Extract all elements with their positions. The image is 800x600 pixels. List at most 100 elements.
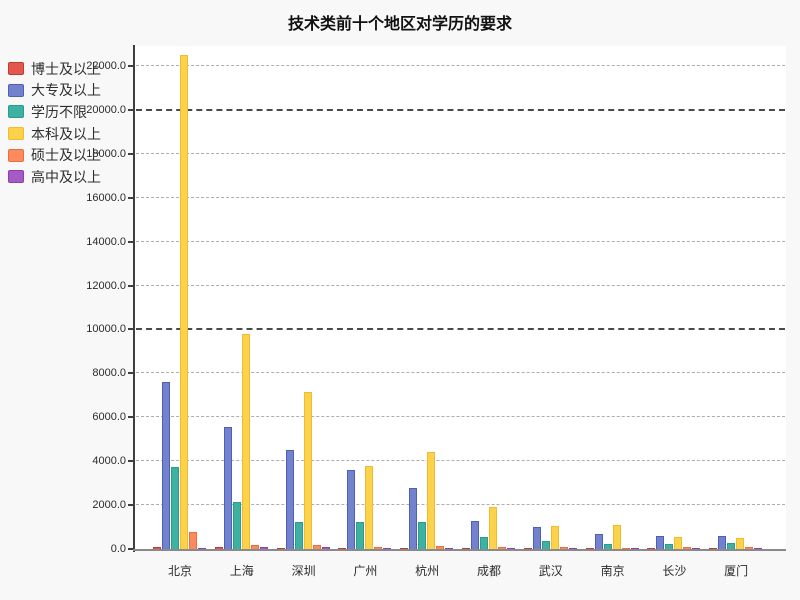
bar-series2-cat6 [541, 541, 550, 549]
x-category-label: 武汉 [538, 564, 563, 578]
bar-series4-cat3 [374, 547, 383, 549]
bar-series3-cat4 [427, 451, 436, 549]
legend-swatch-icon [8, 83, 24, 97]
legend-swatch-icon [8, 62, 24, 76]
bar-series2-cat1 [232, 502, 241, 549]
legend-label: 硕士及以上 [31, 147, 101, 164]
bar-series0-cat3 [338, 547, 347, 549]
bar-series4-cat1 [250, 544, 259, 549]
chart-title: 技术类前十个地区对学历的要求 [287, 16, 512, 33]
x-category-label: 北京 [167, 564, 192, 578]
bar-series0-cat7 [585, 547, 594, 549]
legend-label: 本科及以上 [31, 125, 101, 142]
legend-item-series0: 博士及以上 [8, 58, 101, 80]
x-axis-line [133, 549, 786, 551]
x-category-label: 成都 [476, 564, 501, 578]
bar-series3-cat6 [550, 526, 559, 549]
bar-series3-cat0 [180, 55, 188, 549]
gridline [136, 416, 785, 418]
bar-series5-cat7 [630, 547, 639, 549]
bar-series4-cat6 [559, 547, 568, 549]
y-tick-label: 8000.0 [92, 367, 126, 380]
y-axis-tick [128, 108, 133, 111]
bar-series1-cat7 [594, 534, 603, 549]
legend-label: 大专及以上 [31, 82, 101, 99]
legend-item-series4: 硕士及以上 [8, 144, 101, 166]
bar-series5-cat3 [383, 547, 392, 549]
bar-series0-cat6 [523, 547, 532, 549]
bar-series1-cat2 [285, 449, 294, 549]
y-tick-label: 12000.0 [86, 279, 126, 292]
bar-series3-cat2 [303, 391, 312, 549]
bar-series5-cat6 [568, 547, 577, 549]
legend-swatch-icon [8, 105, 24, 119]
bar-series2-cat9 [727, 542, 736, 549]
bar-series5-cat0 [198, 547, 206, 549]
y-axis-tick [128, 416, 133, 419]
bar-series5-cat8 [692, 547, 701, 549]
bar-series3-cat1 [241, 334, 250, 549]
bar-series5-cat2 [321, 547, 330, 549]
y-axis-tick [128, 152, 133, 155]
y-tick-label: 16000.0 [86, 191, 126, 204]
y-axis-tick [128, 372, 133, 375]
y-tick-label: 4000.0 [92, 455, 126, 468]
gridline [136, 504, 785, 506]
gridline [136, 108, 785, 111]
y-axis-line [133, 45, 135, 552]
bar-series2-cat2 [294, 521, 303, 549]
gridline [136, 284, 785, 286]
bar-series1-cat3 [347, 469, 356, 549]
bar-series1-cat1 [223, 427, 232, 549]
legend-item-series1: 大专及以上 [8, 80, 101, 102]
gridline [136, 196, 785, 198]
y-tick-label: 18000.0 [86, 147, 126, 160]
bar-series0-cat1 [214, 547, 223, 549]
x-category-label: 深圳 [291, 564, 316, 578]
bar-series1-cat5 [471, 520, 479, 549]
bar-series3-cat3 [365, 465, 374, 549]
bar-series0-cat2 [276, 547, 285, 549]
bar-series2-cat7 [603, 543, 612, 549]
y-tick-label: 6000.0 [92, 411, 126, 424]
bar-series1-cat4 [409, 487, 418, 549]
bar-series5-cat1 [259, 547, 268, 549]
bar-series4-cat9 [745, 547, 754, 549]
bar-series1-cat8 [656, 535, 665, 549]
bar-series2-cat0 [171, 467, 179, 549]
legend-item-series5: 高中及以上 [8, 166, 101, 188]
legend-swatch-icon [8, 127, 24, 141]
bar-series5-cat5 [507, 547, 515, 549]
legend: 博士及以上 大专及以上 学历不限 本科及以上 硕士及以上 高中及以上 [8, 58, 101, 188]
bar-series0-cat4 [400, 547, 409, 549]
y-axis-tick [128, 460, 133, 463]
y-axis-tick [128, 196, 133, 199]
bar-series0-cat8 [647, 547, 656, 549]
bar-series2-cat5 [480, 536, 488, 549]
x-category-label: 广州 [353, 564, 378, 578]
y-axis-tick [128, 504, 133, 507]
legend-label: 高中及以上 [31, 168, 101, 185]
y-axis-tick [128, 328, 133, 331]
y-axis-tick [128, 284, 133, 287]
gridline [136, 372, 785, 374]
gridline [136, 240, 785, 242]
y-tick-label: 10000.0 [86, 323, 126, 336]
bar-series0-cat9 [709, 547, 718, 549]
plot-area [135, 46, 786, 550]
y-axis-tick [128, 65, 133, 67]
bar-series0-cat5 [462, 547, 470, 549]
legend-swatch-icon [8, 170, 24, 184]
legend-item-series3: 本科及以上 [8, 123, 101, 145]
bar-series3-cat8 [674, 536, 683, 549]
bar-series3-cat9 [736, 538, 745, 549]
bar-series1-cat0 [162, 381, 170, 549]
bar-series3-cat5 [489, 507, 497, 549]
bar-series2-cat3 [356, 521, 365, 549]
y-axis-tick [128, 240, 133, 243]
legend-label: 博士及以上 [31, 60, 101, 77]
x-category-label: 长沙 [662, 564, 687, 578]
bar-series3-cat7 [612, 524, 621, 549]
bar-series2-cat4 [418, 522, 427, 549]
